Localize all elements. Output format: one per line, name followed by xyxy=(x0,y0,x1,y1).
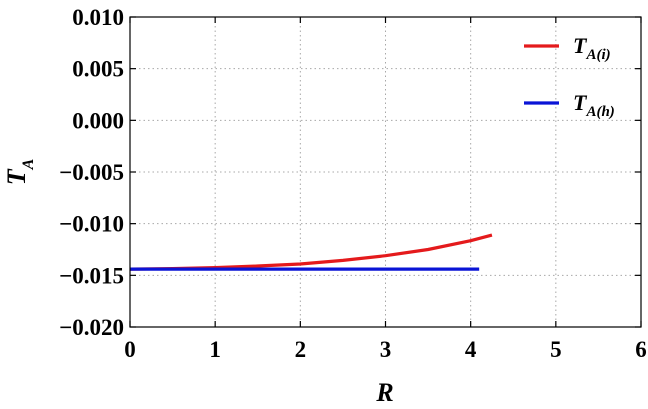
x-tick-label: 0 xyxy=(124,337,136,362)
x-tick-label: 4 xyxy=(465,337,477,362)
y-axis-title: TA xyxy=(2,158,37,185)
svg-text:TA: TA xyxy=(2,158,37,185)
legend-label-1: TA(i) xyxy=(573,33,611,63)
x-axis-title: R xyxy=(375,378,393,407)
x-tick-label: 5 xyxy=(550,337,562,362)
y-tick-label: −0.005 xyxy=(59,160,124,185)
y-tick-label: −0.015 xyxy=(59,263,124,288)
legend-label-main: T xyxy=(573,90,588,115)
legend: TA(i)TA(h) xyxy=(524,33,615,120)
legend-label-main: T xyxy=(573,33,588,58)
y-tick-label: −0.020 xyxy=(59,315,124,340)
x-tick-label: 3 xyxy=(380,337,392,362)
y-axis-title-main: T xyxy=(2,168,31,185)
legend-label-2: TA(h) xyxy=(573,90,615,120)
legend-label-sub: A(i) xyxy=(585,47,610,63)
y-tick-label: 0.005 xyxy=(72,57,124,82)
x-tick-label: 6 xyxy=(635,337,647,362)
tick-labels: 0 1 2 3 4 5 6 0.010 0.005 0.000 −0.005 −0.010 −0.015… xyxy=(59,5,647,362)
y-axis-title-sub: A xyxy=(20,158,37,170)
legend-label-sub: A(h) xyxy=(585,104,614,120)
x-tick-label: 2 xyxy=(295,337,307,362)
y-tick-label: 0.010 xyxy=(72,5,124,30)
series-lines xyxy=(129,233,493,271)
y-tick-label: 0.000 xyxy=(72,108,124,133)
ticks xyxy=(129,16,642,328)
x-tick-label: 1 xyxy=(209,337,221,362)
y-tick-label: −0.010 xyxy=(59,212,124,237)
